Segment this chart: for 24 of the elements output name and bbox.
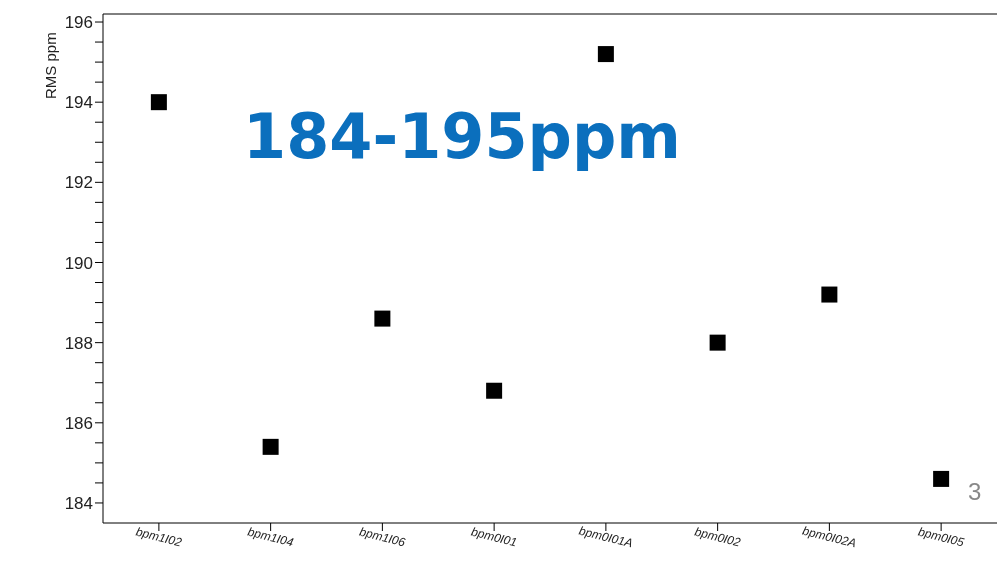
y-tick-label: 192 xyxy=(64,173,93,193)
annotation: 3 xyxy=(968,478,982,506)
point xyxy=(486,382,503,399)
y-tick-label: 194 xyxy=(64,93,93,113)
x-tick-label: bpm1I04 xyxy=(246,524,296,550)
x-tick-label: bpm0I01 xyxy=(469,524,519,550)
point xyxy=(150,94,167,111)
point xyxy=(821,286,838,303)
point xyxy=(709,334,726,351)
y-tick-label: 184 xyxy=(64,494,93,513)
x-tick-label: bpm0I02 xyxy=(693,524,743,550)
x-tick-label: bpm0I05 xyxy=(916,524,966,550)
y-tick-label: 188 xyxy=(64,333,93,353)
x-tick-label: bpm1I06 xyxy=(358,524,408,550)
point xyxy=(597,46,614,63)
annotation: 184-195ppm xyxy=(243,100,681,173)
x-tick-label: bpm1I02 xyxy=(134,524,184,550)
point xyxy=(374,310,391,327)
y-tick-label: 186 xyxy=(64,413,93,433)
y-axis-title: RMS ppm xyxy=(41,32,59,99)
y-tick-label: 196 xyxy=(64,13,93,33)
point xyxy=(262,438,279,455)
point xyxy=(933,470,950,487)
y-tick-label: 190 xyxy=(64,253,93,273)
